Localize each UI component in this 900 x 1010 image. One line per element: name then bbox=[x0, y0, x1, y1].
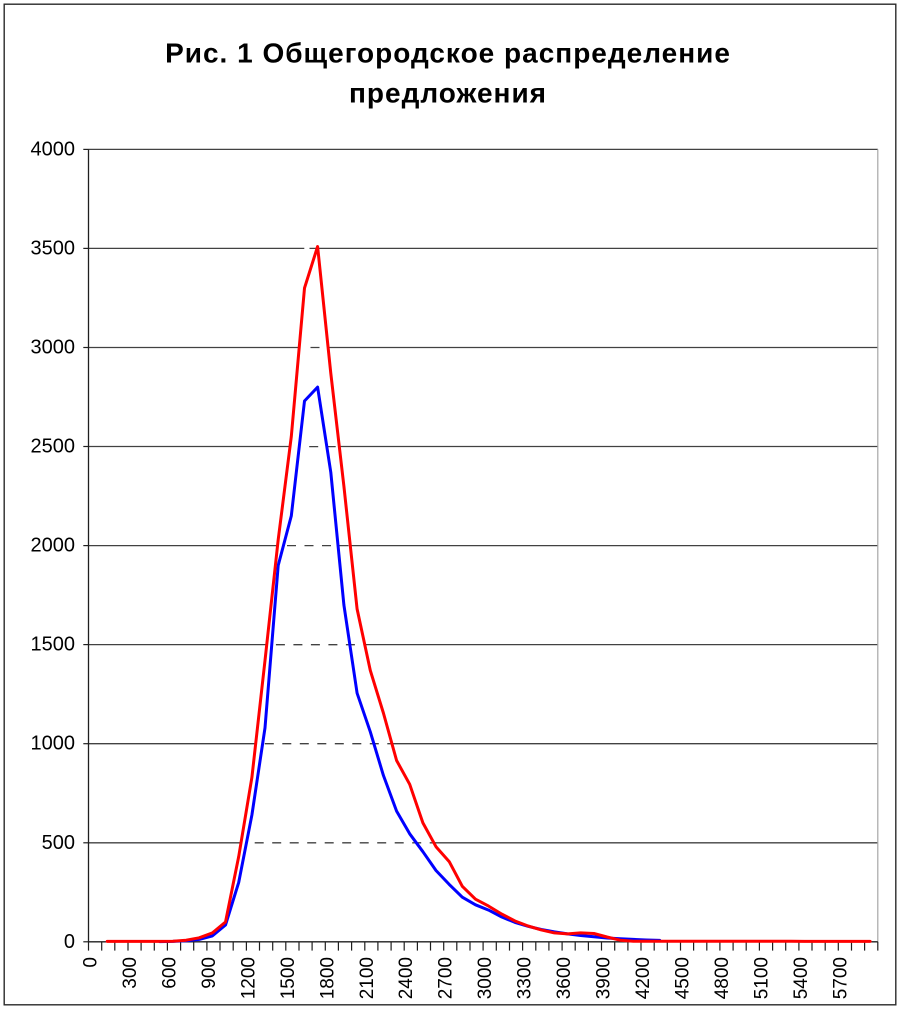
svg-text:2400: 2400 bbox=[396, 957, 417, 999]
svg-text:500: 500 bbox=[42, 832, 75, 854]
svg-text:4000: 4000 bbox=[31, 138, 76, 160]
svg-text:0: 0 bbox=[64, 931, 75, 953]
svg-text:4200: 4200 bbox=[633, 957, 654, 999]
svg-text:предложения: предложения bbox=[349, 78, 547, 109]
svg-text:600: 600 bbox=[159, 957, 180, 989]
svg-text:2100: 2100 bbox=[357, 957, 378, 999]
svg-text:3000: 3000 bbox=[475, 957, 496, 999]
svg-text:2700: 2700 bbox=[436, 957, 457, 999]
svg-text:1200: 1200 bbox=[238, 957, 259, 999]
svg-text:3500: 3500 bbox=[31, 237, 76, 259]
svg-text:1500: 1500 bbox=[278, 957, 299, 999]
svg-text:5100: 5100 bbox=[751, 957, 772, 999]
svg-text:3600: 3600 bbox=[554, 957, 575, 999]
svg-text:1000: 1000 bbox=[31, 733, 76, 755]
svg-text:5400: 5400 bbox=[791, 957, 812, 999]
svg-text:2000: 2000 bbox=[31, 535, 76, 557]
svg-text:3900: 3900 bbox=[594, 957, 615, 999]
svg-text:1800: 1800 bbox=[317, 957, 338, 999]
svg-text:4500: 4500 bbox=[673, 957, 694, 999]
svg-text:900: 900 bbox=[199, 957, 220, 989]
svg-text:3300: 3300 bbox=[515, 957, 536, 999]
svg-text:300: 300 bbox=[120, 957, 141, 989]
svg-text:5700: 5700 bbox=[830, 957, 851, 999]
svg-text:0: 0 bbox=[81, 957, 102, 968]
svg-text:Рис. 1 Общегородское распредел: Рис. 1 Общегородское распределение bbox=[165, 38, 731, 69]
svg-text:2500: 2500 bbox=[31, 436, 76, 458]
svg-text:3000: 3000 bbox=[31, 337, 76, 359]
svg-text:1500: 1500 bbox=[31, 634, 76, 656]
svg-text:4800: 4800 bbox=[712, 957, 733, 999]
